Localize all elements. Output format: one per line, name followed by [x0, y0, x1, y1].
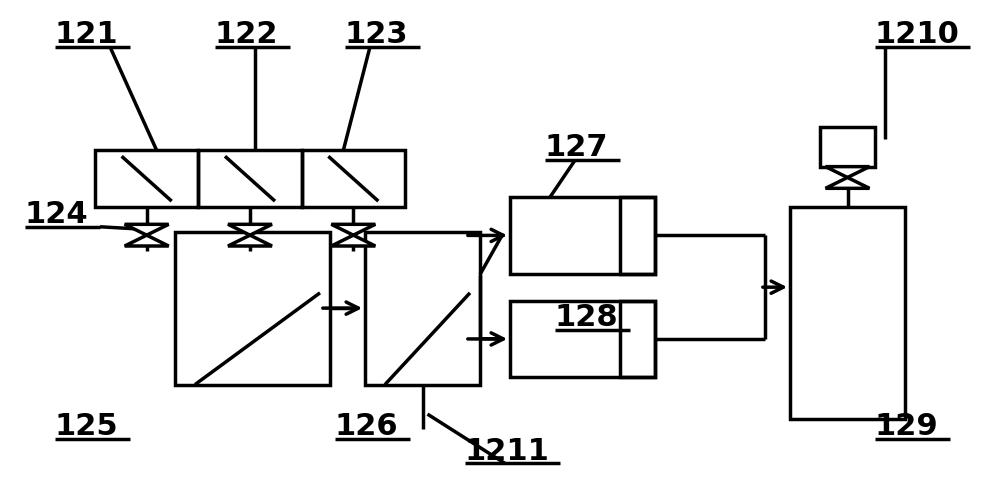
Polygon shape: [125, 224, 169, 235]
Bar: [790, 207, 905, 419]
Bar: [175, 232, 330, 385]
Bar: [365, 232, 480, 385]
Bar: [820, 127, 875, 167]
Bar: [198, 150, 302, 207]
Bar: [510, 301, 655, 377]
Text: 126: 126: [335, 412, 399, 441]
Polygon shape: [826, 167, 870, 177]
Bar: [95, 150, 198, 207]
Text: 121: 121: [55, 20, 119, 49]
Polygon shape: [331, 224, 375, 235]
Text: 129: 129: [875, 412, 939, 441]
Bar: [302, 150, 405, 207]
Bar: [620, 197, 655, 274]
Polygon shape: [331, 235, 375, 246]
Text: 125: 125: [55, 412, 119, 441]
Text: 123: 123: [345, 20, 409, 49]
Polygon shape: [125, 235, 169, 246]
Bar: [620, 301, 655, 377]
Text: 124: 124: [25, 200, 89, 229]
Text: 128: 128: [555, 304, 619, 332]
Text: 1211: 1211: [465, 437, 550, 465]
Bar: [510, 197, 655, 274]
Polygon shape: [826, 177, 870, 188]
Text: 1210: 1210: [875, 20, 960, 49]
Polygon shape: [228, 224, 272, 235]
Polygon shape: [228, 235, 272, 246]
Text: 127: 127: [545, 134, 608, 162]
Text: 122: 122: [215, 20, 278, 49]
